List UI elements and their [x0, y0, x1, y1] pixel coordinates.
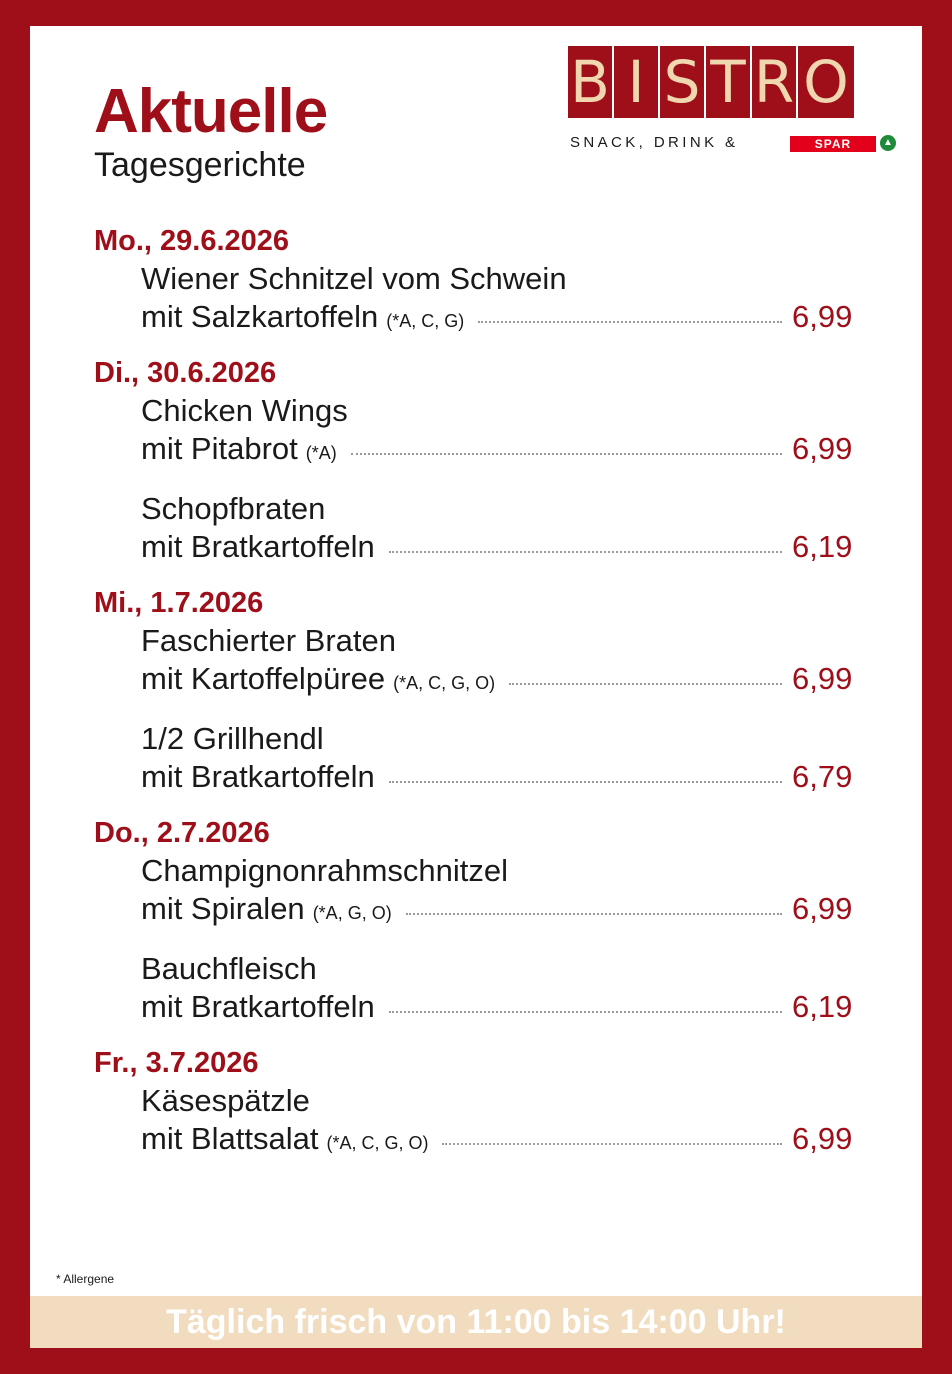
dish-side: mit Blattsalat: [141, 1121, 319, 1156]
spar-logo: SPAR: [790, 136, 876, 152]
menu-item: Käsespätzle mit Blattsalat (*A, C, G, O) 6,…: [141, 1082, 854, 1158]
menu-item: Schopfbraten mit Bratkartoffeln 6,19: [141, 490, 854, 566]
dish-price: 6,99: [792, 1121, 853, 1156]
dotted-leader: [388, 781, 782, 783]
fir-tree-icon: ▲: [880, 135, 896, 151]
dish-line: mit Blattsalat (*A, C, G, O) 6,99: [141, 1120, 854, 1158]
day-title: Mo., 29.6.2026: [94, 225, 290, 257]
logo-tagline: SNACK, DRINK &: [570, 134, 739, 151]
dish-price: 6,99: [792, 299, 853, 334]
menu-sheet: Aktuelle Tagesgerichte B I S T R O SNACK…: [30, 26, 922, 1348]
logo-wordmark: B I S T R O: [568, 46, 854, 118]
menu-item: Champignonrahmschnitzel mit Spiralen (*A, …: [141, 852, 854, 928]
dotted-leader: [388, 551, 782, 553]
allergen-codes: (*A, G, O): [312, 903, 392, 923]
dish-line: mit Pitabrot (*A) 6,99: [141, 430, 854, 468]
dish-name: Wiener Schnitzel vom Schwein: [141, 261, 567, 296]
dish-price: 6,19: [792, 529, 853, 564]
dish-price: 6,19: [792, 989, 853, 1024]
allergen-codes: (*A, C, G): [386, 311, 465, 331]
dish-side: mit Pitabrot: [141, 431, 298, 466]
day-title: Mi., 1.7.2026: [94, 587, 264, 619]
day-section: Do., 2.7.2026 Champignonrahmschnitzel mit …: [94, 814, 854, 1026]
day-section: Mo., 29.6.2026 Wiener Schnitzel vom Schwe…: [94, 222, 854, 336]
dish-side: mit Kartoffelpüree: [141, 661, 386, 696]
menu-item: 1/2 Grillhendl mit Bratkartoffeln 6,79: [141, 720, 854, 796]
dish-name: 1/2 Grillhendl: [141, 721, 324, 756]
dish-name: Bauchfleisch: [141, 951, 317, 986]
page-subtitle: Tagesgerichte: [94, 146, 306, 184]
bistro-logo: B I S T R O SNACK, DRINK & SPAR ▲: [568, 46, 898, 158]
logo-letter: T: [706, 46, 750, 118]
day-title: Di., 30.6.2026: [94, 357, 277, 389]
dotted-leader: [405, 913, 782, 915]
dish-side: mit Bratkartoffeln: [141, 759, 375, 794]
dish-side: mit Salzkartoffeln: [141, 299, 379, 334]
dotted-leader: [509, 683, 782, 685]
allergen-codes: (*A, C, G, O): [326, 1133, 429, 1153]
dish-name: Chicken Wings: [141, 393, 348, 428]
dish-line: mit Salzkartoffeln (*A, C, G) 6,99: [141, 298, 854, 336]
dish-line: mit Bratkartoffeln 6,79: [141, 758, 854, 796]
logo-letter: R: [752, 46, 796, 118]
dish-price: 6,79: [792, 759, 853, 794]
menu-item: Wiener Schnitzel vom Schwein mit Salzkart…: [141, 260, 854, 336]
dish-line: mit Bratkartoffeln 6,19: [141, 988, 854, 1026]
allergen-codes: (*A): [305, 443, 337, 463]
day-title: Do., 2.7.2026: [94, 817, 270, 849]
logo-letter: O: [798, 46, 854, 118]
dish-price: 6,99: [792, 431, 853, 466]
dish-name: Champignonrahmschnitzel: [141, 853, 509, 888]
dish-line: mit Bratkartoffeln 6,19: [141, 528, 854, 566]
dotted-leader: [350, 453, 782, 455]
logo-letter: I: [614, 46, 658, 118]
dish-price: 6,99: [792, 661, 853, 696]
dish-line: mit Spiralen (*A, G, O) 6,99: [141, 890, 854, 928]
dish-name: Käsespätzle: [141, 1083, 310, 1118]
allergen-codes: (*A, C, G, O): [393, 673, 496, 693]
dotted-leader: [442, 1143, 782, 1145]
allergen-footnote: * Allergene: [56, 1272, 115, 1286]
menu-item: Faschierter Braten mit Kartoffelpüree (*A,…: [141, 622, 854, 698]
menu-item: Bauchfleisch mit Bratkartoffeln 6,19: [141, 950, 854, 1026]
dish-name: Faschierter Braten: [141, 623, 396, 658]
dotted-leader: [478, 321, 782, 323]
day-title: Fr., 3.7.2026: [94, 1047, 259, 1079]
menu-list: Mo., 29.6.2026 Wiener Schnitzel vom Schwe…: [94, 222, 854, 1176]
dish-side: mit Bratkartoffeln: [141, 529, 375, 564]
dotted-leader: [388, 1011, 782, 1013]
dish-side: mit Spiralen: [141, 891, 305, 926]
day-section: Fr., 3.7.2026 Käsespätzle mit Blattsalat (*…: [94, 1044, 854, 1158]
menu-item: Chicken Wings mit Pitabrot (*A) 6,99: [141, 392, 854, 468]
dish-name: Schopfbraten: [141, 491, 326, 526]
day-section: Di., 30.6.2026 Chicken Wings mit Pitabrot (…: [94, 354, 854, 566]
day-section: Mi., 1.7.2026 Faschierter Braten mit Karto…: [94, 584, 854, 796]
logo-letter: S: [660, 46, 704, 118]
dish-line: mit Kartoffelpüree (*A, C, G, O) 6,99: [141, 660, 854, 698]
dish-side: mit Bratkartoffeln: [141, 989, 375, 1024]
opening-hours-banner: Täglich frisch von 11:00 bis 14:00 Uhr!: [30, 1296, 922, 1348]
dish-price: 6,99: [792, 891, 853, 926]
logo-letter: B: [568, 46, 612, 118]
page-title: Aktuelle: [94, 77, 328, 146]
